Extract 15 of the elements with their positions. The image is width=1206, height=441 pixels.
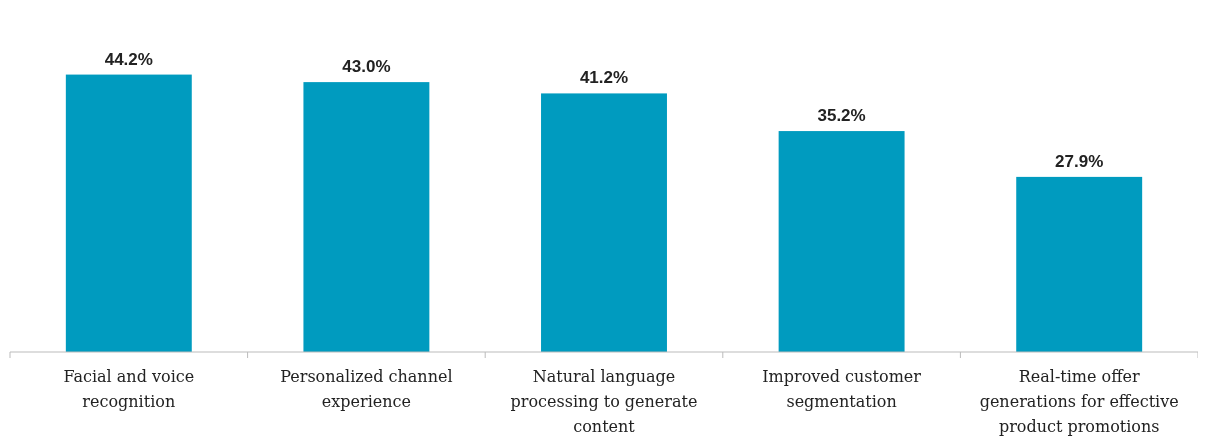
x-tick-label: Real-time offer generations for effective product promotions [979,367,1179,436]
bar [778,131,905,352]
x-tick-label: Natural language processing to generate content [510,367,698,436]
x-tick-label: Facial and voice recognition [63,367,195,411]
data-label: 44.2% [104,49,153,69]
data-label: 43.0% [342,57,391,77]
data-label: 35.2% [817,106,866,126]
data-label: 41.2% [579,68,629,88]
x-tick-label: Personalized channel experience [280,367,453,411]
bar [65,74,192,352]
data-label: 27.9% [1055,151,1104,171]
bar [541,93,667,352]
x-tick-label: Improved customer segmentation [762,367,922,411]
bar [303,82,430,352]
bar [1016,176,1143,352]
